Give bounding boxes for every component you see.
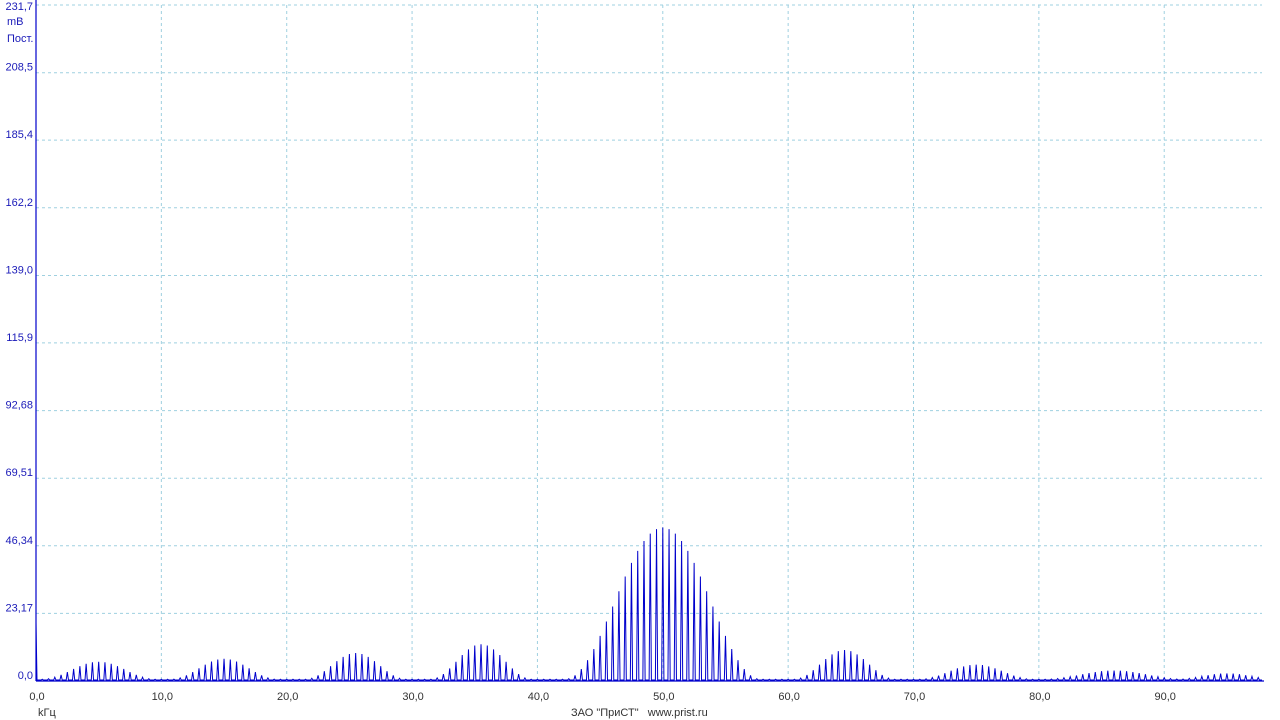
x-tick-label: 10,0 xyxy=(152,691,173,703)
grid xyxy=(36,4,1262,681)
x-tick-label: 40,0 xyxy=(528,691,549,703)
x-tick-label: 0,0 xyxy=(29,691,44,703)
y-tick-label: 23,17 xyxy=(5,602,33,614)
x-tick-label: 50,0 xyxy=(653,691,674,703)
x-tick-label: 20,0 xyxy=(277,691,298,703)
y-tick-label: 185,4 xyxy=(5,129,33,141)
y-unit-label: mВ xyxy=(7,16,24,28)
y-tick-label: 69,51 xyxy=(5,467,33,479)
x-axis-ticks: 0,0 10,0 20,0 30,0 40,0 50,0 60,0 70,0 80,0 90,0 xyxy=(29,691,1176,703)
x-unit-label: kГц xyxy=(38,707,56,719)
x-tick-label: 30,0 xyxy=(402,691,423,703)
y-tick-label: 115,9 xyxy=(6,332,33,344)
y-mode-label: Пост. xyxy=(7,33,33,45)
y-tick-label: 231,7 xyxy=(5,1,33,13)
y-tick-label: 208,5 xyxy=(5,62,33,74)
y-tick-label: 139,0 xyxy=(5,264,33,276)
y-tick-label: 46,34 xyxy=(5,535,33,547)
y-axis-ticks: 0,0 23,17 46,34 69,51 92,68 115,9 139,0 162,2 18… xyxy=(5,1,33,682)
x-tick-label: 80,0 xyxy=(1029,691,1050,703)
footer-credit: ЗАО "ПриСТ" www.prist.ru xyxy=(571,707,708,719)
y-tick-label: 92,68 xyxy=(5,400,33,412)
series-line xyxy=(35,527,1262,681)
y-tick-label: 162,2 xyxy=(5,197,33,209)
x-tick-label: 90,0 xyxy=(1155,691,1176,703)
x-tick-label: 70,0 xyxy=(904,691,925,703)
y-tick-label: 0,0 xyxy=(18,670,33,682)
x-tick-label: 60,0 xyxy=(778,691,799,703)
